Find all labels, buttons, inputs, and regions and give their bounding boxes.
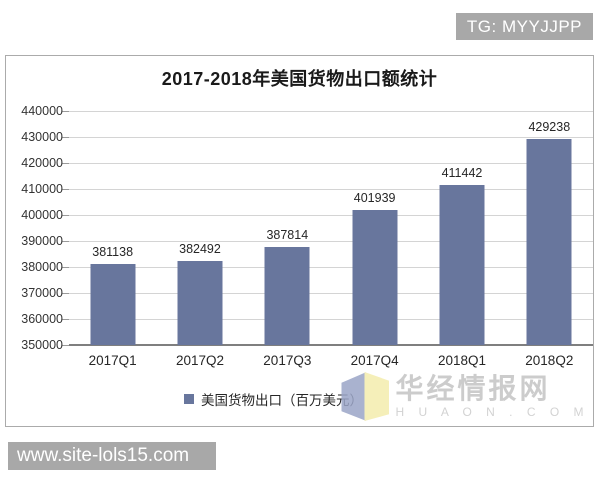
y-tick-label: 350000 [21, 338, 63, 352]
bar-2017q1 [90, 264, 136, 345]
logo-right-page [364, 372, 390, 421]
x-tick-label: 2017Q4 [350, 353, 399, 368]
bar-slot-2018q2: 429238 [506, 111, 593, 345]
gridline [69, 241, 593, 242]
y-axis-tick [62, 163, 69, 164]
gridline [69, 189, 593, 190]
gridline [69, 215, 593, 216]
bar-slot-2018q1: 411442 [418, 111, 505, 345]
legend-marker-square [184, 394, 194, 404]
y-axis-tick [62, 319, 69, 320]
x-tick-label: 2017Q1 [88, 353, 137, 368]
gridline [69, 111, 593, 112]
bar-2017q2 [177, 260, 223, 345]
gridline [69, 293, 593, 294]
huaon-logo-icon [341, 372, 390, 421]
bar-slot-2017q2: 382492 [156, 111, 243, 345]
y-axis-tick [62, 215, 69, 216]
bar-value-label: 429238 [528, 120, 571, 134]
bar-2017q3 [264, 246, 310, 345]
y-tick-label: 440000 [21, 104, 63, 118]
brand-name: 华经情报网 [395, 373, 551, 404]
brand-domain: H U A O N . C O M [395, 405, 589, 419]
brand-watermark: 华经情报网 H U A O N . C O M [341, 372, 589, 421]
bar-value-label: 381138 [92, 245, 134, 259]
chart-container: 2017-2018年美国货物出口额统计 440000 430000 420000… [5, 55, 594, 427]
brand-text: 华经情报网 H U A O N . C O M [395, 373, 589, 420]
y-tick-label: 430000 [21, 130, 63, 144]
y-axis-tick [62, 241, 69, 242]
bar-slot-2017q3: 387814 [244, 111, 331, 345]
legend-series-label: 美国货物出口（百万美元） [201, 393, 363, 408]
y-axis-tick [62, 293, 69, 294]
bar-slot-2017q4: 401939 [331, 111, 418, 345]
bar-2018q1 [439, 185, 485, 345]
x-tick-label: 2018Q1 [437, 353, 486, 368]
y-tick-label: 410000 [21, 182, 63, 196]
x-tick-label: 2017Q2 [175, 353, 225, 368]
bar-value-label: 382492 [179, 241, 221, 256]
x-axis-labels: 2017Q1 2017Q2 2017Q3 2017Q4 2018Q1 2018Q… [69, 353, 593, 368]
x-tick-label: 2018Q2 [525, 353, 574, 368]
chart-title: 2017-2018年美国货物出口额统计 [161, 69, 438, 89]
logo-left-page [341, 372, 367, 421]
y-axis-tick [62, 189, 69, 190]
gridline [69, 137, 593, 138]
y-tick-label: 360000 [21, 312, 63, 326]
y-axis-tick [62, 137, 69, 138]
site-watermark-bar: www.site-lols15.com [8, 442, 216, 470]
gridline [69, 267, 593, 268]
y-axis-tick [62, 345, 69, 346]
y-tick-label: 400000 [21, 208, 63, 222]
tg-contact-badge: TG: MYYJJPP [455, 13, 593, 40]
y-tick-label: 390000 [21, 234, 63, 248]
gridline [69, 163, 593, 164]
y-tick-label: 380000 [21, 260, 63, 274]
bar-value-label: 387814 [266, 227, 309, 242]
y-axis-tick [62, 267, 69, 268]
plot-area: 381138 382492 387814 401939 411442 42923… [69, 111, 593, 345]
gridline [69, 319, 593, 320]
bar-2017q4 [352, 210, 398, 345]
bar-value-label: 411442 [441, 166, 483, 181]
x-tick-label: 2017Q3 [263, 353, 312, 368]
y-tick-label: 370000 [21, 286, 63, 300]
bar-2018q2 [526, 139, 572, 345]
y-tick-label: 420000 [21, 156, 63, 170]
bar-value-label: 401939 [353, 191, 396, 205]
y-axis-tick [62, 111, 69, 112]
x-axis-line [69, 344, 593, 346]
bar-slot-2017q1: 381138 [69, 111, 156, 345]
legend: 美国货物出口（百万美元） [0, 389, 567, 409]
